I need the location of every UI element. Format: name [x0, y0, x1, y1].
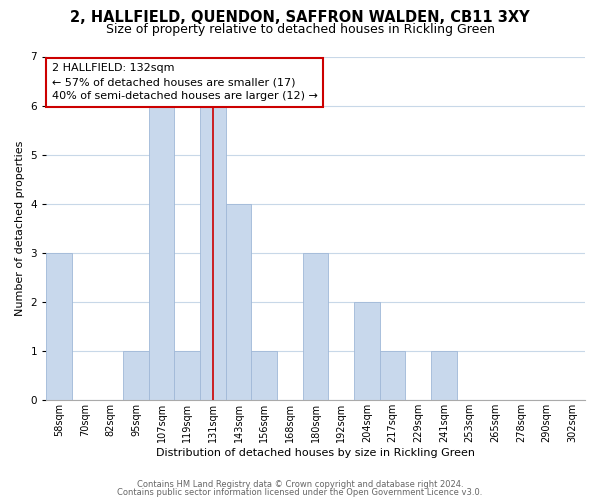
Bar [149, 106, 175, 400]
Bar [123, 351, 149, 400]
Bar [46, 252, 72, 400]
Bar [303, 252, 328, 400]
Text: Contains HM Land Registry data © Crown copyright and database right 2024.: Contains HM Land Registry data © Crown c… [137, 480, 463, 489]
Text: 2 HALLFIELD: 132sqm
← 57% of detached houses are smaller (17)
40% of semi-detach: 2 HALLFIELD: 132sqm ← 57% of detached ho… [52, 64, 317, 102]
Bar [431, 351, 457, 400]
Bar [380, 351, 406, 400]
Bar [354, 302, 380, 400]
Text: Contains public sector information licensed under the Open Government Licence v3: Contains public sector information licen… [118, 488, 482, 497]
Bar [200, 106, 226, 400]
Y-axis label: Number of detached properties: Number of detached properties [15, 140, 25, 316]
Text: Size of property relative to detached houses in Rickling Green: Size of property relative to detached ho… [106, 22, 494, 36]
Bar [251, 351, 277, 400]
X-axis label: Distribution of detached houses by size in Rickling Green: Distribution of detached houses by size … [156, 448, 475, 458]
Bar [226, 204, 251, 400]
Bar [175, 351, 200, 400]
Text: 2, HALLFIELD, QUENDON, SAFFRON WALDEN, CB11 3XY: 2, HALLFIELD, QUENDON, SAFFRON WALDEN, C… [70, 10, 530, 25]
